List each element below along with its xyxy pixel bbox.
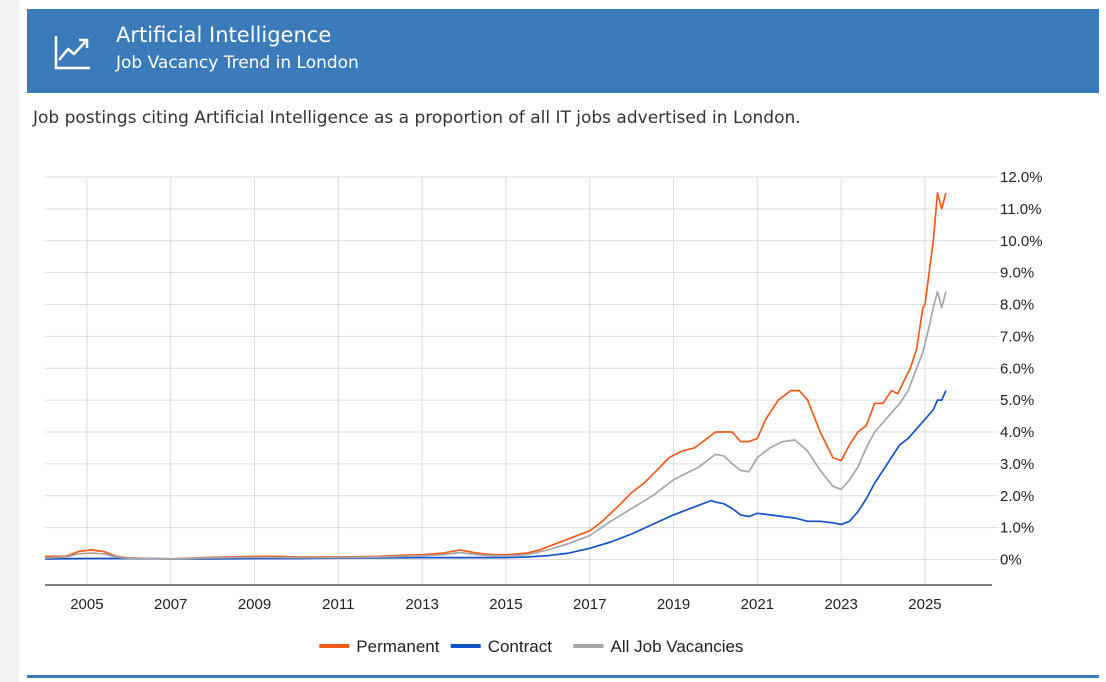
series-line-contract (44, 390, 947, 560)
x-tick-label: 2005 (70, 596, 103, 613)
page-title: Artificial Intelligence (116, 23, 332, 47)
x-tick-label: 2025 (908, 596, 941, 613)
legend-label: Contract (488, 637, 553, 656)
x-tick-label: 2019 (657, 596, 690, 613)
chart-description: Job postings citing Artificial Intellige… (33, 108, 801, 128)
footer-divider (27, 675, 1099, 678)
x-tick-label: 2007 (154, 596, 187, 613)
y-tick-label: 10.0% (1000, 233, 1043, 250)
y-tick-label: 1.0% (1000, 520, 1034, 537)
y-tick-label: 11.0% (1000, 201, 1041, 218)
legend-label: All Job Vacancies (611, 637, 744, 656)
y-tick-label: 3.0% (1000, 456, 1034, 473)
y-tick-label: 2.0% (1000, 488, 1034, 505)
series-line-all-job-vacancies (44, 290, 947, 560)
x-tick-label: 2009 (238, 596, 271, 613)
y-tick-label: 9.0% (1000, 265, 1034, 282)
x-tick-label: 2023 (824, 596, 857, 613)
page-subtitle: Job Vacancy Trend in London (116, 53, 359, 73)
trend-up-icon (54, 36, 90, 70)
y-tick-label: 8.0% (1000, 297, 1034, 314)
x-tick-label: 2015 (489, 596, 522, 613)
x-tick-label: 2021 (741, 596, 774, 613)
y-tick-label: 12.0% (1000, 169, 1043, 186)
y-tick-label: 5.0% (1000, 392, 1034, 409)
y-tick-label: 6.0% (1000, 360, 1034, 377)
y-tick-label: 0% (1000, 552, 1022, 569)
x-tick-label: 2013 (405, 596, 438, 613)
legend-label: Permanent (356, 637, 439, 656)
x-tick-label: 2017 (573, 596, 606, 613)
page-header: Artificial Intelligence Job Vacancy Tren… (27, 9, 1099, 93)
y-tick-label: 4.0% (1000, 424, 1034, 441)
y-tick-label: 7.0% (1000, 328, 1034, 345)
series-line-permanent (45, 192, 947, 560)
x-tick-label: 2011 (322, 596, 354, 613)
